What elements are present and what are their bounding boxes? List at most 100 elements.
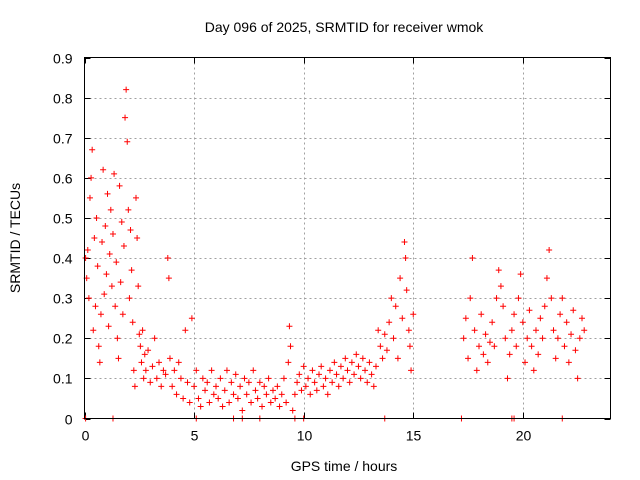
- data-point: [541, 303, 548, 310]
- data-point: [408, 367, 415, 374]
- data-point: [130, 367, 137, 374]
- y-tick-label: 0.3: [53, 291, 73, 307]
- data-point: [405, 327, 412, 334]
- data-point: [206, 399, 213, 406]
- data-point: [82, 255, 89, 262]
- data-point: [96, 359, 103, 366]
- data-point: [403, 287, 410, 294]
- data-point: [519, 319, 526, 326]
- data-point: [570, 307, 577, 314]
- data-point: [131, 383, 138, 390]
- data-point: [381, 331, 388, 338]
- data-point: [186, 399, 193, 406]
- data-point: [169, 383, 176, 390]
- data-point: [280, 375, 287, 382]
- data-point: [223, 367, 230, 374]
- data-point: [476, 343, 482, 350]
- x-axis-label: GPS time / hours: [291, 458, 398, 474]
- data-point: [219, 403, 226, 410]
- data-point: [326, 367, 333, 374]
- plot-frame: [84, 57, 611, 419]
- data-point: [287, 343, 294, 350]
- data-point: [210, 391, 217, 398]
- y-tick-label: 0.4: [53, 251, 73, 267]
- data-point: [524, 335, 531, 342]
- data-point: [269, 387, 276, 394]
- data-point: [86, 194, 93, 201]
- data-point: [285, 359, 292, 366]
- data-point: [333, 371, 340, 378]
- data-point: [392, 303, 399, 310]
- data-point: [191, 383, 198, 390]
- data-point: [316, 371, 323, 378]
- data-point: [248, 399, 255, 406]
- data-point: [291, 391, 298, 398]
- data-point: [112, 303, 119, 310]
- data-point: [372, 363, 379, 370]
- data-point: [124, 138, 131, 145]
- data-point: [164, 255, 171, 262]
- data-point: [120, 243, 127, 250]
- data-point: [95, 343, 102, 350]
- data-point: [402, 255, 409, 262]
- data-point: [126, 295, 133, 302]
- data-point: [324, 391, 331, 398]
- data-point: [99, 239, 106, 246]
- data-point: [388, 295, 395, 302]
- y-tick-label: 0.1: [53, 371, 73, 387]
- x-tick-labels: 0 5 10 15 20: [82, 428, 532, 444]
- data-point: [331, 359, 338, 366]
- data-point: [528, 343, 535, 350]
- data-point: [390, 335, 397, 342]
- data-point: [340, 375, 347, 382]
- data-point: [581, 327, 588, 334]
- data-point: [113, 259, 120, 266]
- data-point: [97, 311, 104, 318]
- data-point: [84, 247, 91, 254]
- data-point: [309, 367, 316, 374]
- data-point: [134, 235, 141, 241]
- data-point: [473, 367, 480, 374]
- data-point: [362, 367, 369, 374]
- data-point: [460, 335, 467, 342]
- data-point: [261, 383, 268, 390]
- data-point: [532, 327, 539, 334]
- data-point: [136, 331, 143, 338]
- data-point: [377, 343, 384, 350]
- data-point: [539, 335, 546, 342]
- data-point: [368, 371, 375, 378]
- data-point: [305, 375, 312, 382]
- data-point: [513, 343, 520, 350]
- data-point: [342, 355, 349, 362]
- data-point: [118, 218, 125, 225]
- data-point: [125, 206, 132, 213]
- data-point: [265, 375, 272, 382]
- y-tick-label: 0: [65, 412, 73, 428]
- data-point: [491, 343, 498, 350]
- data-point: [298, 387, 305, 394]
- data-point: [276, 403, 283, 410]
- data-point: [465, 355, 472, 362]
- data-point: [471, 327, 478, 334]
- data-point: [515, 295, 522, 302]
- data-point: [145, 347, 152, 354]
- data-point: [357, 375, 364, 382]
- gridlines: [84, 57, 611, 419]
- data-point: [108, 283, 115, 290]
- data-point: [88, 174, 95, 181]
- data-point: [241, 375, 248, 382]
- data-point: [202, 387, 209, 394]
- data-point: [115, 355, 122, 362]
- data-point: [286, 323, 293, 330]
- data-point: [537, 315, 544, 322]
- data-point: [399, 315, 406, 322]
- data-point: [237, 383, 244, 390]
- data-point: [105, 323, 112, 330]
- data-point: [489, 319, 496, 326]
- data-point: [139, 327, 146, 334]
- data-point: [311, 379, 318, 386]
- data-point: [245, 379, 252, 386]
- data-point: [370, 383, 377, 390]
